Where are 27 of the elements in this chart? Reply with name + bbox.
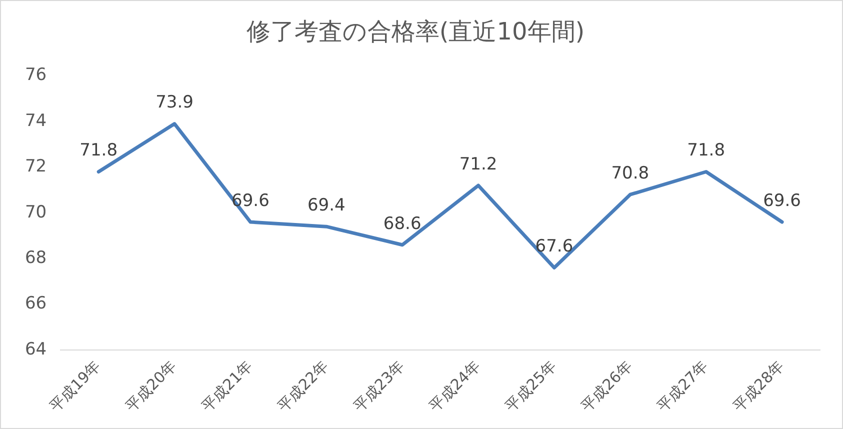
x-tick-label: 平成26年 [578, 357, 636, 416]
data-label: 71.8 [80, 140, 118, 161]
y-tick-label: 68 [24, 248, 47, 268]
data-label: 69.4 [307, 196, 346, 216]
x-tick-label: 平成25年 [502, 357, 560, 416]
chart-title: 修了考査の合格率(直近10年間) [246, 18, 585, 46]
data-label: 70.8 [611, 164, 650, 184]
data-label: 68.6 [383, 214, 422, 234]
y-tick-label: 76 [24, 65, 47, 86]
y-tick-label: 66 [24, 294, 47, 314]
x-tick-label: 平成27年 [654, 357, 712, 416]
x-tick-label: 平成19年 [46, 357, 104, 416]
y-tick-label: 64 [24, 339, 47, 360]
x-tick-label: 平成20年 [122, 357, 180, 416]
y-tick-label: 74 [24, 110, 47, 131]
y-tick-label: 70 [24, 202, 47, 222]
x-tick-label: 平成28年 [730, 357, 788, 416]
data-label: 73.9 [156, 92, 194, 113]
data-label: 69.6 [763, 190, 801, 211]
x-tick-label: 平成21年 [198, 357, 256, 416]
y-tick-label: 72 [24, 156, 47, 177]
data-label: 71.2 [459, 154, 498, 174]
data-label: 71.8 [687, 140, 726, 161]
x-tick-label: 平成23年 [350, 357, 408, 416]
x-tick-label: 平成24年 [426, 357, 484, 416]
data-label: 67.6 [535, 236, 574, 257]
x-tick-label: 平成22年 [274, 357, 332, 416]
